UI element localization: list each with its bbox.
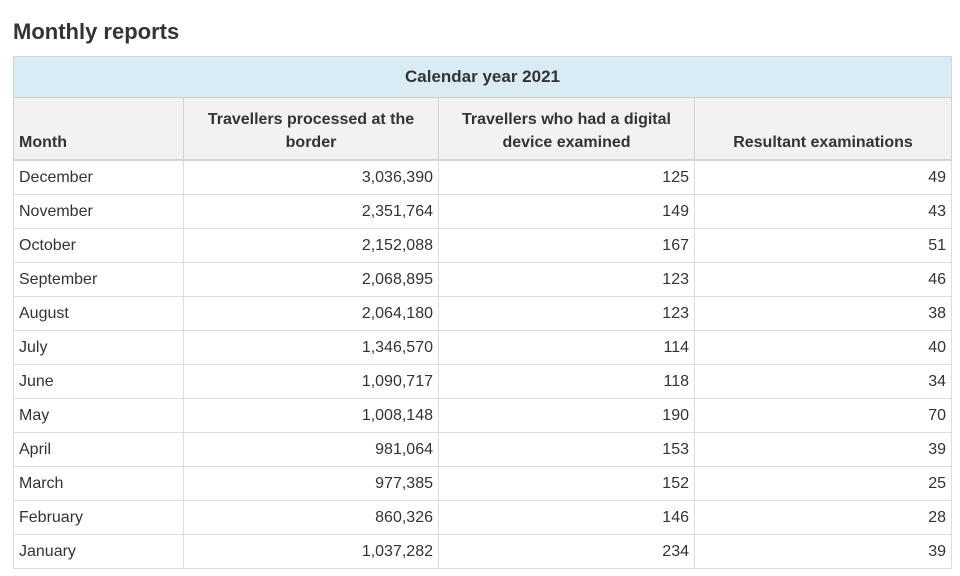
cell-travellers-processed: 2,351,764 xyxy=(183,194,439,229)
page-title: Monthly reports xyxy=(13,19,180,44)
cell-devices-examined: 153 xyxy=(438,432,695,467)
cell-month: July xyxy=(13,330,184,365)
column-header-devices-examined: Travellers who had a digital device exam… xyxy=(438,97,695,161)
table-row: September 2,068,895 123 46 xyxy=(13,262,952,297)
cell-travellers-processed: 1,090,717 xyxy=(183,364,439,399)
cell-devices-examined: 190 xyxy=(438,398,695,433)
cell-travellers-processed: 2,152,088 xyxy=(183,228,439,263)
cell-travellers-processed: 1,037,282 xyxy=(183,534,439,569)
cell-devices-examined: 123 xyxy=(438,262,695,297)
cell-month: September xyxy=(13,262,184,297)
cell-resultant-examinations: 43 xyxy=(694,194,952,229)
cell-month: December xyxy=(13,159,184,195)
cell-devices-examined: 114 xyxy=(438,330,695,365)
table-row: December 3,036,390 125 49 xyxy=(13,159,952,195)
cell-resultant-examinations: 38 xyxy=(694,296,952,331)
cell-devices-examined: 152 xyxy=(438,466,695,501)
cell-resultant-examinations: 28 xyxy=(694,500,952,535)
cell-resultant-examinations: 25 xyxy=(694,466,952,501)
cell-month: June xyxy=(13,364,184,399)
cell-month: April xyxy=(13,432,184,467)
cell-travellers-processed: 1,346,570 xyxy=(183,330,439,365)
table-row: January 1,037,282 234 39 xyxy=(13,534,952,569)
cell-resultant-examinations: 40 xyxy=(694,330,952,365)
column-header-travellers-processed: Travellers processed at the border xyxy=(183,97,439,161)
table-body: December 3,036,390 125 49 November 2,351,764 1… xyxy=(13,159,952,569)
table-row: May 1,008,148 190 70 xyxy=(13,398,952,433)
table-caption: Calendar year 2021 xyxy=(13,56,952,98)
cell-resultant-examinations: 39 xyxy=(694,432,952,467)
cell-resultant-examinations: 49 xyxy=(694,159,952,195)
cell-devices-examined: 125 xyxy=(438,159,695,195)
cell-devices-examined: 234 xyxy=(438,534,695,569)
cell-resultant-examinations: 46 xyxy=(694,262,952,297)
table-row: April 981,064 153 39 xyxy=(13,432,952,467)
cell-travellers-processed: 981,064 xyxy=(183,432,439,467)
cell-devices-examined: 123 xyxy=(438,296,695,331)
table-row: August 2,064,180 123 38 xyxy=(13,296,952,331)
cell-travellers-processed: 2,068,895 xyxy=(183,262,439,297)
cell-devices-examined: 118 xyxy=(438,364,695,399)
cell-travellers-processed: 1,008,148 xyxy=(183,398,439,433)
cell-travellers-processed: 860,326 xyxy=(183,500,439,535)
table-row: October 2,152,088 167 51 xyxy=(13,228,952,263)
cell-month: March xyxy=(13,466,184,501)
cell-resultant-examinations: 34 xyxy=(694,364,952,399)
cell-travellers-processed: 977,385 xyxy=(183,466,439,501)
column-header-month: Month xyxy=(13,97,184,161)
cell-resultant-examinations: 39 xyxy=(694,534,952,569)
table-row: November 2,351,764 149 43 xyxy=(13,194,952,229)
cell-travellers-processed: 2,064,180 xyxy=(183,296,439,331)
cell-devices-examined: 149 xyxy=(438,194,695,229)
table-row: March 977,385 152 25 xyxy=(13,466,952,501)
cell-month: October xyxy=(13,228,184,263)
cell-month: January xyxy=(13,534,184,569)
cell-resultant-examinations: 70 xyxy=(694,398,952,433)
cell-travellers-processed: 3,036,390 xyxy=(183,159,439,195)
cell-month: May xyxy=(13,398,184,433)
cell-month: August xyxy=(13,296,184,331)
cell-devices-examined: 167 xyxy=(438,228,695,263)
cell-devices-examined: 146 xyxy=(438,500,695,535)
monthly-reports-table: Calendar year 2021 Month Travellers proc… xyxy=(13,56,952,569)
table-row: June 1,090,717 118 34 xyxy=(13,364,952,399)
cell-month: February xyxy=(13,500,184,535)
cell-resultant-examinations: 51 xyxy=(694,228,952,263)
column-header-resultant-examinations: Resultant examinations xyxy=(694,97,952,161)
table-row: July 1,346,570 114 40 xyxy=(13,330,952,365)
table-row: February 860,326 146 28 xyxy=(13,500,952,535)
cell-month: November xyxy=(13,194,184,229)
